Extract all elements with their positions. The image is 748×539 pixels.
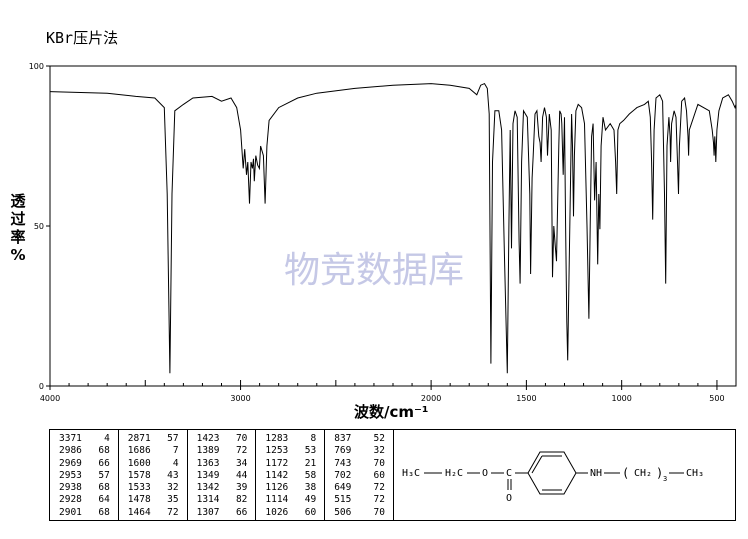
formula-h2c: H₂C (445, 468, 463, 479)
formula-h3c: H₃C (402, 468, 420, 479)
formula-ester-o: O (482, 468, 488, 479)
x-axis-label: 波数/cm⁻¹ (354, 403, 429, 421)
benzene-ring (527, 451, 577, 495)
structure-formula: H₃C H₂C O C O NH ( CH₂ ) 3 CH₃ (402, 451, 704, 504)
x-tick-label: 500 (709, 394, 724, 403)
watermark: 物竞数据库 (284, 250, 464, 291)
plot-frame (49, 65, 737, 387)
peak-row: 1423 70 (196, 433, 248, 444)
peak-row: 2901 68 (59, 506, 110, 518)
peak-row: 515 72 (334, 494, 385, 506)
ring-double-bond (531, 455, 543, 474)
formula-carbonyl-o: O (506, 493, 512, 504)
peak-row: 1342 39 (196, 482, 248, 494)
peak-row: 649 72 (334, 482, 385, 494)
peak-row: 3371 4 (59, 433, 110, 444)
peak-row: 2928 64 (59, 494, 110, 506)
peak-table-column: 1283 8 1253 53 1172 21 1142 58 1126 38 1114 49… (256, 430, 326, 520)
peak-row: 837 52 (334, 433, 385, 444)
peak-row: 2986 68 (59, 445, 110, 457)
y-axis-label-char: % (10, 246, 26, 264)
peak-row: 1389 72 (196, 445, 248, 457)
x-tick-label: 1000 (611, 394, 631, 403)
peak-row: 1533 32 (127, 482, 179, 494)
x-tick-label: 1500 (516, 394, 536, 403)
peak-row: 1578 43 (127, 469, 179, 481)
y-tick-label: 100 (29, 62, 44, 71)
y-tick-label: 0 (39, 382, 44, 391)
peak-row: 769 32 (334, 445, 385, 457)
spectrum-trace (49, 82, 737, 374)
y-axis-label-char: 率 (10, 228, 26, 246)
peak-row: 1478 35 (127, 494, 179, 506)
method-label: KBr压片法 (46, 29, 119, 47)
peak-row: 743 70 (334, 457, 385, 469)
peak-row: 1314 82 (196, 494, 248, 506)
peak-table-column: 1423 70 1389 72 1363 34 1349 44 1342 39 1314 8… (188, 430, 257, 520)
x-tick-label: 2000 (421, 394, 441, 403)
peak-row: 1363 34 (196, 457, 248, 469)
formula-rparen: ) (656, 466, 663, 480)
peak-row: 1307 66 (196, 506, 248, 518)
formula-nh: NH (590, 468, 602, 479)
peak-table-column: 3371 4 2986 68 2969 66 2953 57 2938 68 2928 64… (50, 430, 119, 520)
peak-row: 2938 68 (59, 482, 110, 494)
x-tick-label: 3000 (230, 394, 250, 403)
y-axis-label-char: 过 (10, 210, 26, 228)
formula-carbonyl-c: C (506, 468, 512, 479)
peak-row: 702 60 (334, 469, 385, 481)
peak-row: 1126 38 (265, 482, 317, 494)
peak-row: 2871 57 (127, 433, 179, 444)
peak-row: 1114 49 (265, 494, 317, 506)
peak-row: 1686 7 (127, 445, 179, 457)
peak-row: 1253 53 (265, 445, 317, 457)
peak-row: 1600 4 (127, 457, 179, 469)
peak-row: 1349 44 (196, 469, 248, 481)
y-tick-label: 50 (34, 222, 44, 231)
y-axis-label-char: 透 (10, 192, 26, 210)
peak-table-column: 837 52 769 32 743 70 702 60 649 72 515 72 506 7… (325, 430, 393, 520)
formula-ch3: CH₃ (686, 468, 704, 479)
peak-row: 2953 57 (59, 469, 110, 481)
peak-row: 506 70 (334, 506, 385, 518)
x-tick-label: 4000 (40, 394, 60, 403)
peak-table-column: 2871 57 1686 7 1600 4 1578 43 1533 32 1478 35 … (119, 430, 188, 520)
peak-row: 1026 60 (265, 506, 317, 518)
structure-panel: H₃C H₂C O C O NH ( CH₂ ) 3 CH₃ (394, 429, 736, 521)
formula-subscript: 3 (663, 475, 667, 483)
y-axis-label: 透 过 率 % (7, 192, 29, 264)
peak-row: 1464 72 (127, 506, 179, 518)
peak-row: 1142 58 (265, 469, 317, 481)
peak-row: 1172 21 (265, 457, 317, 469)
peak-row: 1283 8 (265, 433, 317, 444)
peak-table: 3371 4 2986 68 2969 66 2953 57 2938 68 2928 64… (49, 429, 394, 521)
formula-ch2: CH₂ (634, 468, 652, 479)
formula-lparen: ( (622, 466, 629, 480)
peak-row: 2969 66 (59, 457, 110, 469)
